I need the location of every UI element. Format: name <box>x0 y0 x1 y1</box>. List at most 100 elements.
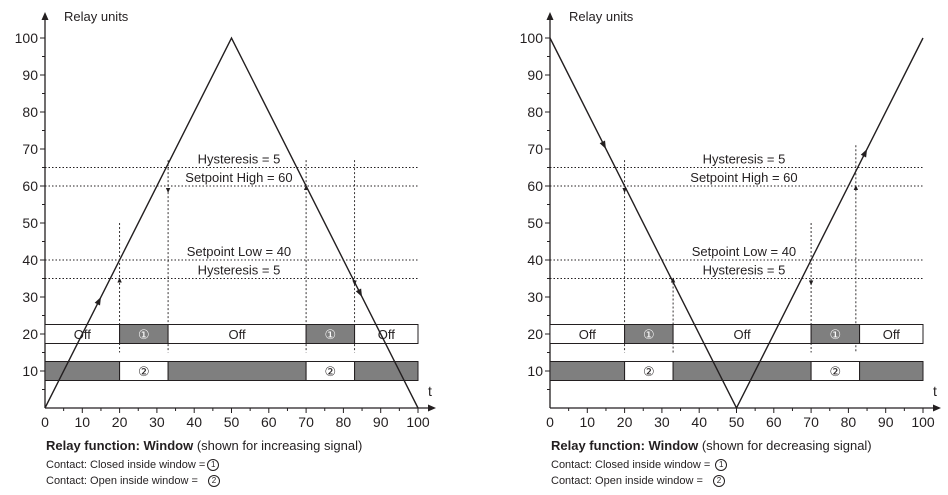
left-y-tick-label: 30 <box>22 289 38 305</box>
right-hysteresis-high-label: Hysteresis = 5 <box>703 152 786 167</box>
left-x-tick-label: 70 <box>298 414 314 430</box>
right-hysteresis-low-label: Hysteresis = 5 <box>703 263 786 278</box>
left-caption: Relay function: Window (shown for increa… <box>46 438 362 453</box>
right-row20-label: Off <box>883 327 900 342</box>
right-contact-open-text: Contact: Open inside window = <box>551 475 703 487</box>
left-panel: Relay units t 10 20 30 40 50 60 70 80 90 100 0 10 20 30… <box>15 9 436 430</box>
right-row10-segment <box>549 361 626 381</box>
right-contact-closed-text: Contact: Closed inside window = <box>551 459 711 471</box>
right-x-tick-label: 80 <box>841 414 857 430</box>
left-x-tick-label: 90 <box>373 414 389 430</box>
right-signal-arrow <box>860 149 868 158</box>
right-x-tick-label: 30 <box>654 414 670 430</box>
left-switch-arrow <box>117 277 122 283</box>
right-signal-line <box>549 37 924 410</box>
right-row10-segment <box>672 361 812 381</box>
right-caption-bold: Relay function: Window <box>551 438 699 453</box>
right-contact-open: Contact: Open inside window = 2 <box>551 475 725 488</box>
right-signal-arrow <box>599 140 606 149</box>
left-y-tick-label: 70 <box>22 141 38 157</box>
left-contact-closed: Contact: Closed inside window = 1 <box>46 459 220 472</box>
left-row10-segment <box>167 361 307 381</box>
right-x-axis-label: t <box>933 383 937 399</box>
right-x-tick-label: 40 <box>691 414 707 430</box>
right-x-tick-label: 70 <box>803 414 819 430</box>
right-y-tick-label: 50 <box>527 215 543 231</box>
left-x-axis-label: t <box>428 383 432 399</box>
left-signal-arrow <box>355 288 363 297</box>
right-symbol-2-icon: 2 <box>712 475 725 488</box>
left-y-tick-label: 80 <box>22 104 38 120</box>
left-y-axis-label: Relay units <box>64 9 129 24</box>
right-x-tick-label: 100 <box>911 414 935 430</box>
left-y-tick-label: 90 <box>22 67 38 83</box>
right-x-tick-label: 90 <box>878 414 894 430</box>
left-y-tick-label: 20 <box>22 326 38 342</box>
left-row20-label: ① <box>138 327 150 342</box>
left-y-tick-label: 40 <box>22 252 38 268</box>
right-y-axis-arrow <box>546 12 554 20</box>
right-y-tick-label: 10 <box>527 363 543 379</box>
left-switch-arrow <box>165 188 171 193</box>
left-x-tick-label: 100 <box>406 414 430 430</box>
left-y-tick-label: 60 <box>22 178 38 194</box>
right-row20-segment <box>859 324 924 344</box>
right-y-axis-label: Relay units <box>569 9 634 24</box>
right-y-tick-label: 100 <box>520 30 544 46</box>
right-contact-closed: Contact: Closed inside window = 1 <box>551 459 728 472</box>
left-contact-open: Contact: Open inside window = 2 <box>46 475 220 488</box>
right-row20-label: ① <box>830 327 842 342</box>
left-caption-rest: (shown for increasing signal) <box>193 438 363 453</box>
right-y-tick-label: 70 <box>527 141 543 157</box>
left-x-tick-label: 50 <box>224 414 240 430</box>
right-row10-label: ② <box>643 364 655 379</box>
right-y-tick-label: 40 <box>527 252 543 268</box>
left-contact-open-text: Contact: Open inside window = <box>46 475 198 487</box>
left-symbol-1-icon: 1 <box>207 459 220 472</box>
right-x-axis-arrow <box>933 404 941 412</box>
right-x-tick-label: 60 <box>766 414 782 430</box>
left-x-tick-label: 80 <box>336 414 352 430</box>
left-y-axis-arrow <box>41 12 49 20</box>
left-hysteresis-low-label: Hysteresis = 5 <box>198 263 281 278</box>
right-x-tick-label: 50 <box>729 414 745 430</box>
left-hysteresis-high-label: Hysteresis = 5 <box>198 152 281 167</box>
right-row20-label: Off <box>734 327 751 342</box>
right-row10-segment <box>859 361 924 381</box>
left-y-tick-label: 10 <box>22 363 38 379</box>
left-signal-line <box>44 36 419 409</box>
left-setpoint-high-label: Setpoint High = 60 <box>185 170 292 185</box>
left-x-tick-label: 0 <box>41 414 49 430</box>
left-row10-label: ② <box>325 364 337 379</box>
right-row20-label: Off <box>579 327 596 342</box>
right-y-tick-label: 80 <box>527 104 543 120</box>
left-x-tick-label: 20 <box>112 414 128 430</box>
left-x-tick-label: 40 <box>186 414 202 430</box>
left-setpoint-low-label: Setpoint Low = 40 <box>187 244 291 259</box>
left-contact-closed-text: Contact: Closed inside window = <box>46 459 206 471</box>
left-symbol-2-icon: 2 <box>207 475 220 488</box>
right-symbol-1-icon: 1 <box>715 459 728 472</box>
right-switch-arrow <box>853 185 859 190</box>
left-y-tick-label: 50 <box>22 215 38 231</box>
right-y-tick-label: 60 <box>527 178 543 194</box>
right-x-tick-label: 20 <box>617 414 633 430</box>
left-row10-label: ② <box>138 364 150 379</box>
left-row10-segment <box>44 361 121 381</box>
right-caption-rest: (shown for decreasing signal) <box>698 438 872 453</box>
right-y-tick-label: 30 <box>527 289 543 305</box>
left-x-axis-arrow <box>428 404 436 412</box>
left-y-tick-label: 100 <box>15 30 39 46</box>
left-row10-segment <box>354 361 419 381</box>
right-y-tick-label: 20 <box>527 326 543 342</box>
right-y-tick-label: 90 <box>527 67 543 83</box>
left-x-tick-label: 10 <box>75 414 91 430</box>
left-row20-segment <box>354 324 419 344</box>
right-caption: Relay function: Window (shown for decrea… <box>551 438 872 453</box>
right-panel: Relay units t 10 20 30 40 50 60 70 80 90 100 0 10 20 30… <box>520 9 941 430</box>
right-setpoint-low-label: Setpoint Low = 40 <box>692 244 796 259</box>
left-caption-bold: Relay function: Window <box>46 438 194 453</box>
right-row10-label: ② <box>830 364 842 379</box>
left-row20-label: Off <box>229 327 246 342</box>
